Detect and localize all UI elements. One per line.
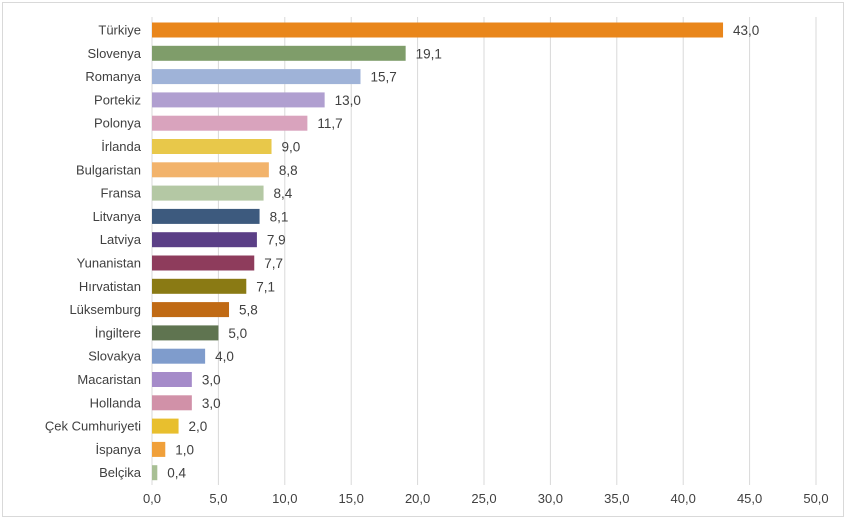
- category-label: Fransa: [101, 186, 142, 201]
- value-label: 8,8: [279, 163, 298, 178]
- category-label: Çek Cumhuriyeti: [45, 419, 141, 434]
- bar: [152, 22, 724, 38]
- value-label: 1,0: [175, 442, 194, 457]
- value-label: 11,7: [317, 116, 342, 131]
- value-label: 2,0: [189, 419, 208, 434]
- value-labels: 43,0 19,1 15,7 13,0 11,7 9,0 8,8 8,4 8,1 7,9 7,7 7,…: [167, 23, 759, 481]
- category-label: İspanya: [95, 442, 141, 457]
- category-label: Türkiye: [98, 23, 141, 38]
- value-label: 4,0: [215, 349, 234, 364]
- x-tick-label: 5,0: [209, 491, 227, 506]
- bar: [152, 302, 230, 318]
- value-label: 19,1: [416, 46, 442, 61]
- bar: [152, 465, 158, 481]
- bar-chart: Türkiye Slovenya Romanya Portekiz Polonya İrl…: [45, 17, 829, 506]
- bar: [152, 69, 361, 85]
- x-tick-label: 30,0: [538, 491, 563, 506]
- value-label: 7,1: [256, 279, 275, 294]
- x-tick-label: 45,0: [737, 491, 762, 506]
- gridlines: [151, 17, 817, 485]
- category-label: Slovakya: [88, 349, 142, 364]
- value-label: 15,7: [370, 70, 396, 85]
- category-label: Slovenya: [88, 46, 142, 61]
- category-label: Litvanya: [93, 209, 142, 224]
- category-label: Lüksemburg: [69, 302, 141, 317]
- bar: [152, 348, 206, 364]
- x-tick-label: 20,0: [405, 491, 430, 506]
- x-tick-label: 35,0: [604, 491, 629, 506]
- value-label: 7,7: [264, 256, 283, 271]
- value-label: 5,0: [228, 326, 247, 341]
- bar: [152, 418, 179, 434]
- bar: [152, 232, 257, 248]
- category-label: Belçika: [99, 465, 142, 480]
- category-label: Bulgaristan: [76, 162, 141, 177]
- bar: [152, 325, 219, 341]
- category-label: İrlanda: [101, 139, 142, 154]
- x-tick-label: 10,0: [272, 491, 297, 506]
- category-label: Hollanda: [90, 395, 142, 410]
- bars: [152, 22, 724, 481]
- value-label: 8,1: [270, 209, 289, 224]
- bar: [152, 115, 308, 131]
- x-tick-label: 0,0: [143, 491, 161, 506]
- category-label: İngiltere: [95, 325, 141, 340]
- category-label: Portekiz: [94, 92, 141, 107]
- bar: [152, 208, 260, 224]
- category-label: Hırvatistan: [79, 279, 141, 294]
- x-tick-label: 50,0: [803, 491, 828, 506]
- bar: [152, 45, 406, 61]
- category-label: Polonya: [94, 116, 142, 131]
- chart-frame: Türkiye Slovenya Romanya Portekiz Polonya İrl…: [2, 2, 844, 517]
- value-label: 8,4: [274, 186, 293, 201]
- value-label: 7,9: [267, 233, 286, 248]
- category-label: Latviya: [100, 232, 142, 247]
- bar: [152, 92, 325, 108]
- value-label: 5,8: [239, 303, 258, 318]
- category-label: Yunanistan: [77, 256, 141, 271]
- x-tick-label: 25,0: [471, 491, 496, 506]
- x-tick-label: 15,0: [339, 491, 364, 506]
- bar: [152, 395, 192, 411]
- value-label: 3,0: [202, 396, 221, 411]
- bar: [152, 372, 192, 387]
- bar: [152, 278, 247, 294]
- bar: [152, 162, 269, 178]
- category-label: Romanya: [85, 69, 141, 84]
- value-label: 0,4: [167, 466, 186, 481]
- bar: [152, 255, 255, 271]
- value-label: 3,0: [202, 373, 221, 388]
- x-tick-label: 40,0: [671, 491, 696, 506]
- bar: [152, 441, 166, 457]
- value-label: 9,0: [282, 140, 301, 155]
- x-tick-labels: 0,0 5,0 10,0 15,0 20,0 25,0 30,0 35,0 40,0 45,0 50…: [143, 491, 829, 506]
- bar: [152, 185, 264, 201]
- category-labels: Türkiye Slovenya Romanya Portekiz Polonya İrl…: [45, 23, 142, 481]
- value-label: 43,0: [733, 23, 759, 38]
- bar: [152, 139, 272, 154]
- category-label: Macaristan: [77, 372, 141, 387]
- value-label: 13,0: [335, 93, 361, 108]
